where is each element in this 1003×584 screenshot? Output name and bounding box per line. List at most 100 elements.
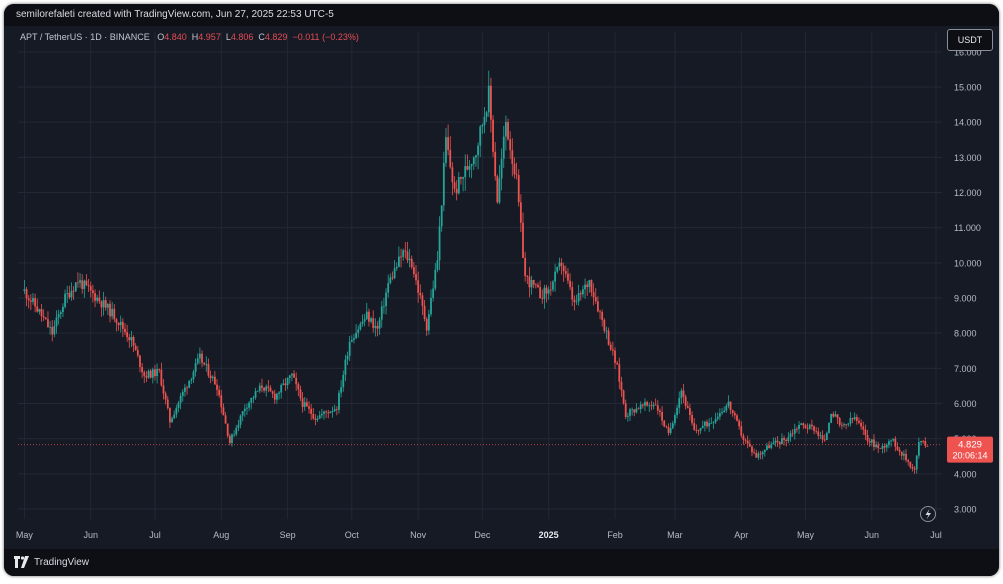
candle-body xyxy=(308,406,310,409)
symbol-name: APT / TetherUS · 1D · BINANCE xyxy=(20,32,150,42)
candle-body xyxy=(689,408,691,416)
x-tick-label: May xyxy=(16,530,34,540)
candle-body xyxy=(81,280,84,289)
candle-body xyxy=(513,163,516,175)
candle-body xyxy=(389,277,392,284)
candle-body xyxy=(847,423,850,425)
candle-body xyxy=(310,408,313,414)
symbol-legend[interactable]: APT / TetherUS · 1D · BINANCE O4.840 H4.… xyxy=(20,32,359,42)
candle-body xyxy=(353,338,355,340)
candle-body xyxy=(552,281,554,290)
candle-body xyxy=(286,378,289,386)
candle-body xyxy=(166,399,169,408)
x-tick-label: May xyxy=(797,530,815,540)
currency-button[interactable]: USDT xyxy=(947,29,993,51)
y-tick-label: 3.000 xyxy=(954,505,977,515)
candle-body xyxy=(699,427,702,431)
candle-body xyxy=(761,452,764,455)
candle-body xyxy=(504,122,507,137)
candle-body xyxy=(36,306,39,312)
candle-body xyxy=(888,441,890,445)
candle-body xyxy=(594,297,597,302)
candle-body xyxy=(340,387,343,393)
price-chart[interactable]: 3.0004.0005.0006.0007.0008.0009.00010.00… xyxy=(4,4,999,576)
candle-body xyxy=(72,290,75,292)
candle-body xyxy=(267,386,270,388)
candle-body xyxy=(838,418,841,425)
candle-body xyxy=(419,292,422,296)
candle-body xyxy=(791,433,794,435)
candle-body xyxy=(235,427,238,435)
y-tick-label: 12.000 xyxy=(954,188,982,198)
candle-body xyxy=(179,395,182,403)
candle-body xyxy=(293,373,295,378)
x-tick-label: Nov xyxy=(410,530,427,540)
candle-body xyxy=(682,390,685,397)
candle-body xyxy=(237,424,240,428)
candle-body xyxy=(697,430,700,432)
candle-body xyxy=(674,415,676,424)
candle-body xyxy=(233,434,236,436)
candle-body xyxy=(327,412,330,414)
candle-body xyxy=(181,391,184,396)
candle-body xyxy=(879,448,882,449)
candle-body xyxy=(577,293,580,302)
x-tick-label: Mar xyxy=(667,530,683,540)
candle-body xyxy=(768,445,770,449)
candle-body xyxy=(845,424,848,426)
time-axis[interactable]: May Jun Jul Aug Sep Oct Nov Dec 2025 Feb Mar Apr May… xyxy=(16,530,942,540)
candle-body xyxy=(243,408,246,412)
candle-body xyxy=(740,426,743,436)
candle-body xyxy=(77,282,79,284)
candle-body xyxy=(397,256,400,267)
candle-body xyxy=(130,337,133,341)
candle-body xyxy=(149,370,152,378)
candle-body xyxy=(787,437,790,442)
candle-body xyxy=(314,418,317,420)
candle-body xyxy=(273,393,276,400)
x-tick-label: Jun xyxy=(865,530,880,540)
candle-body xyxy=(620,381,623,391)
candle-body xyxy=(89,286,92,291)
candle-body xyxy=(652,404,655,407)
candle-body xyxy=(622,390,625,404)
candle-body xyxy=(881,446,884,449)
candle-body xyxy=(607,330,610,345)
candle-body xyxy=(378,319,381,329)
candle-body xyxy=(554,271,557,282)
candle-body xyxy=(579,293,582,295)
candle-body xyxy=(320,413,323,416)
candle-body xyxy=(442,162,445,206)
candle-body xyxy=(731,410,734,414)
lightning-icon[interactable] xyxy=(920,506,936,522)
candle-body xyxy=(455,188,458,194)
candle-body xyxy=(91,290,94,294)
candle-body xyxy=(301,398,304,407)
candle-body xyxy=(241,411,244,416)
candle-body xyxy=(915,455,918,470)
candle-body xyxy=(892,438,895,441)
candle-body xyxy=(778,442,781,445)
candle-body xyxy=(231,434,233,444)
candle-body xyxy=(926,445,929,447)
candle-body xyxy=(571,287,574,300)
candle-body xyxy=(395,266,398,269)
candle-body xyxy=(32,298,34,302)
candle-body xyxy=(355,332,357,339)
attribution-text: semilorefaleti created with TradingView.… xyxy=(16,9,334,20)
candle-body xyxy=(194,363,197,372)
candle-body xyxy=(592,292,595,298)
candle-body xyxy=(218,389,221,396)
price-axis[interactable]: 3.0004.0005.0006.0007.0008.0009.00010.00… xyxy=(920,47,994,522)
candle-body xyxy=(661,412,663,421)
candle-body xyxy=(631,409,634,411)
candle-body xyxy=(582,289,584,295)
candle-body xyxy=(549,289,552,291)
candle-body xyxy=(109,303,111,317)
candle-body xyxy=(492,119,494,152)
y-tick-label: 16.000 xyxy=(954,47,982,57)
candle-body xyxy=(119,321,122,326)
candle-body xyxy=(188,380,191,388)
x-tick-label: Sep xyxy=(280,530,296,540)
candle-body xyxy=(408,258,411,261)
